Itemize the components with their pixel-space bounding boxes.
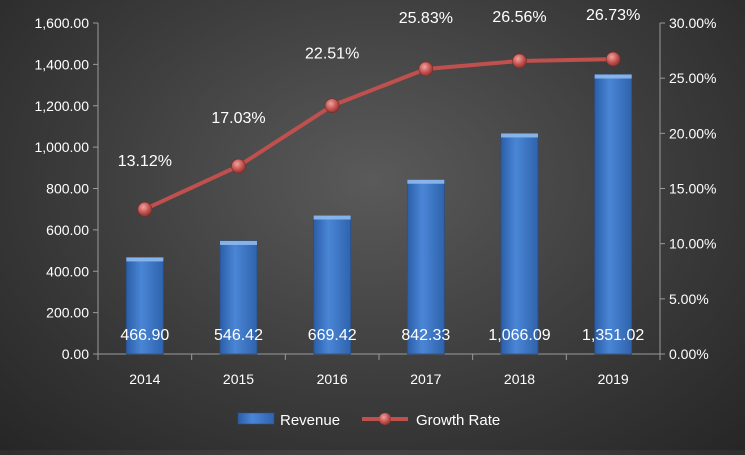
x-tick-label: 2015 [223,371,254,387]
left-tick-label: 600.00 [46,222,89,238]
x-tick-label: 2019 [598,371,629,387]
right-tick-label: 20.00% [669,125,716,141]
revenue-data-label: 842.33 [401,327,450,344]
growth-rate-point [231,158,246,174]
right-tick-label: 30.00% [669,15,716,31]
revenue-bar-cap [407,179,445,184]
revenue-data-label: 669.42 [308,327,357,344]
right-tick-label: 25.00% [669,70,716,86]
right-tick-label: 0.00% [669,346,709,362]
legend: Revenue Growth Rate [237,412,500,429]
legend-growth-marker [379,413,391,425]
x-tick-label: 2017 [410,371,441,387]
revenue-data-label: 1,066.09 [488,327,550,344]
left-tick-label: 1,200.00 [35,98,90,114]
left-tick-label: 1,600.00 [35,15,90,31]
revenue-bar-cap [313,215,351,220]
growth-rate-point [605,51,621,67]
revenue-bar-cap [501,133,538,138]
right-tick-label: 15.00% [669,181,716,197]
axes-layer: 0.00 200.00 400.00 600.00 800.00 1,000.00 1,20… [35,15,717,387]
revenue-bar [594,74,633,355]
revenue-bar-cap [220,240,257,245]
left-tick-label: 200.00 [46,305,89,321]
left-tick-label: 1,400.00 [35,56,90,72]
left-tick-label: 400.00 [46,263,89,279]
growth-rate-data-label: 26.73% [586,7,640,24]
revenue-bar [125,257,164,355]
revenue-bar-cap [594,74,632,79]
line-layer [137,51,621,217]
growth-rate-data-label: 22.51% [305,46,359,63]
growth-rate-data-label: 13.12% [118,153,172,170]
growth-rate-point [324,98,340,113]
growth-rate-data-label: 25.83% [399,10,453,27]
x-tick-label: 2018 [504,371,535,387]
x-tick-label: 2016 [317,371,348,387]
growth-rate-point [137,201,153,217]
left-tick-label: 0.00 [62,346,89,362]
left-tick-label: 1,000.00 [35,139,90,155]
right-tick-label: 10.00% [669,236,716,252]
revenue-bar [406,179,445,355]
revenue-data-label: 1,351.02 [582,327,644,344]
revenue-bar [313,215,352,355]
x-tick-label: 2014 [129,371,160,387]
legend-revenue-label: Revenue [280,412,340,429]
growth-rate-point [418,61,434,77]
bars-layer [125,74,633,355]
legend-growth-label: Growth Rate [416,412,500,429]
growth-rate-data-label: 17.03% [211,110,265,127]
right-tick-label: 5.00% [669,291,709,307]
revenue-bar [219,240,258,355]
left-tick-label: 800.00 [46,181,89,197]
growth-rate-data-label: 26.56% [492,9,546,26]
labels-layer: 466.90 546.42 669.42 842.33 1,066.09 1,351.02… [118,7,645,344]
revenue-bar [500,133,539,355]
legend-revenue-swatch [237,412,275,425]
growth-rate-point [512,53,527,69]
revenue-data-label: 546.42 [214,327,263,344]
revenue-data-label: 466.90 [120,327,169,344]
revenue-bar-cap [126,257,164,262]
growth-rate-line [143,57,614,212]
